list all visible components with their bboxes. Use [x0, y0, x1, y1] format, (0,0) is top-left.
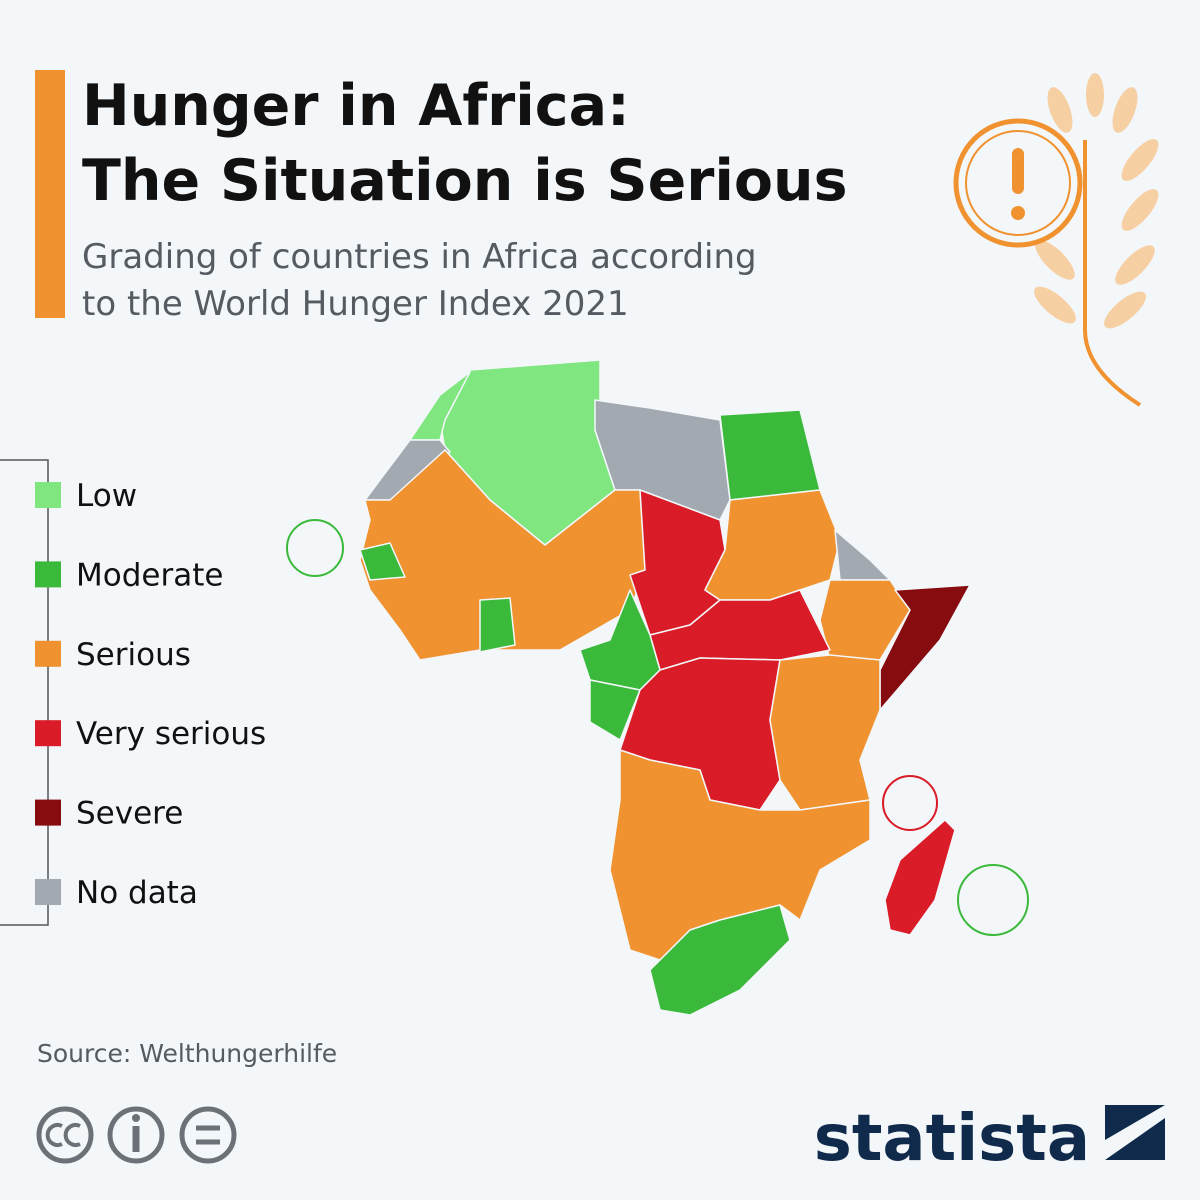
legend-bracket [0, 459, 49, 926]
legend-swatch [35, 640, 61, 667]
legend-label: Severe [76, 796, 183, 832]
title: The Situation is Serious [82, 148, 848, 214]
legend-label: Very serious [76, 716, 266, 752]
highlight-circle [286, 519, 344, 577]
legend-swatch [35, 561, 61, 588]
legend-swatch [35, 799, 61, 826]
legend-swatch [35, 879, 61, 905]
highlight-circle [882, 775, 938, 831]
subtitle: to the World Hunger Index 2021 [82, 284, 629, 324]
country [589, 679, 641, 741]
brand-mark [1105, 1105, 1165, 1160]
country [649, 904, 791, 1016]
legend-swatch [35, 482, 61, 508]
brand-logo: statista [814, 1102, 1090, 1176]
country [359, 542, 406, 581]
wheat-icon [953, 73, 1159, 407]
africa-map [286, 359, 1029, 1016]
country [609, 749, 871, 961]
legend: Low Moderate Serious Very serious Severe No d… [0, 459, 266, 926]
legend-label: Low [76, 478, 137, 514]
country [769, 654, 881, 811]
title-bar [35, 70, 65, 318]
subtitle: Grading of countries in Africa according [82, 237, 757, 277]
country [884, 819, 956, 936]
country [479, 597, 516, 653]
highlight-circle [957, 864, 1029, 936]
legend-swatch [35, 720, 61, 747]
source: Source: Welthungerhilfe [37, 1039, 337, 1068]
legend-label: Moderate [76, 557, 223, 593]
license-icons [36, 1106, 237, 1164]
title: Hunger in Africa: [82, 73, 630, 139]
legend-label: No data [76, 875, 198, 911]
legend-label: Serious [76, 637, 191, 673]
